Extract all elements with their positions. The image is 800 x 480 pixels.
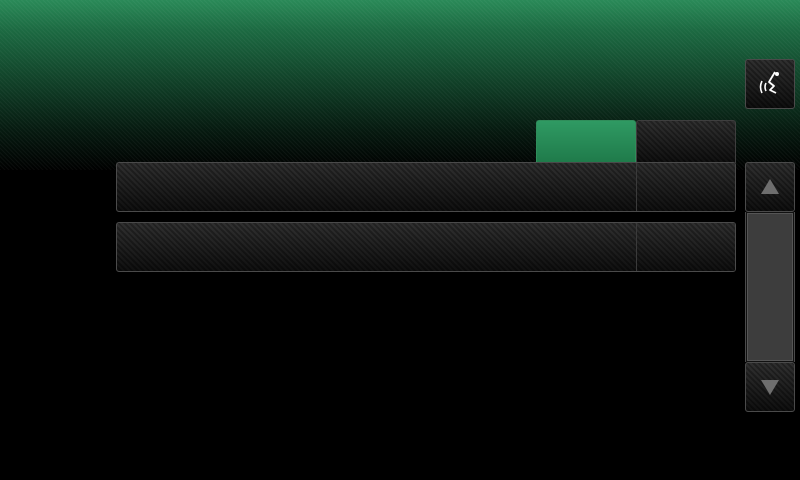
list-item[interactable] — [116, 162, 736, 212]
tab-inactive[interactable] — [636, 120, 736, 163]
list-item-value[interactable] — [636, 223, 735, 271]
voice-recognition-icon — [759, 71, 779, 94]
list-item[interactable] — [116, 222, 736, 272]
voice-command-button[interactable] — [745, 59, 795, 109]
scroll-up-button[interactable] — [745, 162, 795, 212]
tab-active[interactable] — [536, 120, 636, 163]
scrollbar-track[interactable] — [745, 212, 795, 362]
arrow-up-icon — [761, 179, 779, 194]
scrollbar-thumb[interactable] — [747, 213, 793, 361]
arrow-down-icon — [761, 380, 779, 395]
list-item-value[interactable] — [636, 163, 735, 211]
list-item-label — [117, 163, 636, 211]
list-item-label — [117, 223, 636, 271]
scroll-down-button[interactable] — [745, 362, 795, 412]
